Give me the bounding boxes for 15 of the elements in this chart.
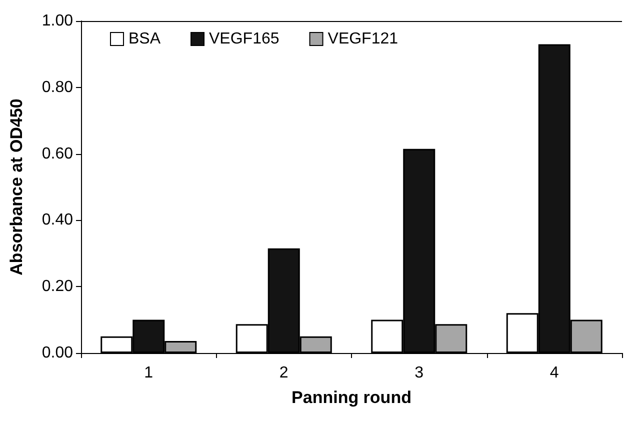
x-tick-label: 4: [550, 364, 559, 382]
legend-label: VEGF165: [209, 30, 280, 48]
y-tick-label: 0.00: [42, 344, 74, 362]
legend-label: VEGF121: [328, 30, 398, 48]
x-axis-title: Panning round: [292, 388, 412, 407]
y-tick-label: 0.40: [42, 212, 74, 229]
x-tick-label: 2: [279, 364, 288, 382]
y-tick-label: 0.20: [42, 278, 74, 296]
y-tick-label: 1.00: [42, 12, 74, 30]
x-tick-label: 3: [414, 364, 424, 382]
legend-label: BSA: [128, 30, 161, 48]
y-tick-label: 0.60: [42, 145, 74, 162]
y-tick-label: 0.80: [42, 78, 74, 96]
x-tick-label: 1: [144, 364, 154, 382]
y-axis-title: Absorbance at OD450: [7, 98, 26, 276]
